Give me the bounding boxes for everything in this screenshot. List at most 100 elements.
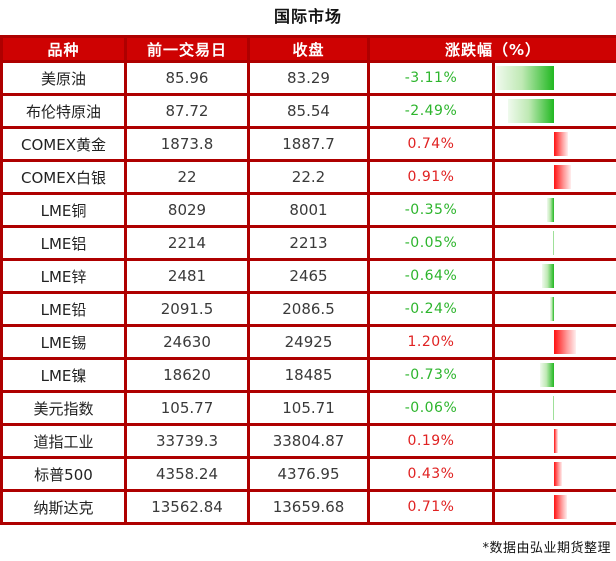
close-cell: 33804.87 [247, 423, 370, 459]
change-pct-cell: -0.35% [367, 192, 495, 228]
table-row: LME铝 2214 2213 -0.05% [0, 225, 616, 261]
product-name-cell: 纳斯达克 [0, 489, 127, 525]
table-row: COMEX黄金 1873.8 1887.7 0.74% [0, 126, 616, 162]
change-pct-cell: -0.24% [367, 291, 495, 327]
change-bar [554, 132, 568, 156]
prev-day-cell: 8029 [124, 192, 250, 228]
product-name-cell: 美元指数 [0, 390, 127, 426]
change-pct-cell: 1.20% [367, 324, 495, 360]
table-row: 标普500 4358.24 4376.95 0.43% [0, 456, 616, 492]
table-body: 美原油 85.96 83.29 -3.11% 布伦特原油 87.72 85.54 -2.49%… [0, 60, 616, 525]
change-bar-cell [492, 159, 616, 195]
prev-day-cell: 33739.3 [124, 423, 250, 459]
prev-day-cell: 1873.8 [124, 126, 250, 162]
close-cell: 13659.68 [247, 489, 370, 525]
prev-day-cell: 87.72 [124, 93, 250, 129]
change-pct-cell: 0.43% [367, 456, 495, 492]
change-bar [554, 495, 567, 519]
change-bar [496, 66, 554, 90]
prev-day-cell: 22 [124, 159, 250, 195]
change-bar [540, 363, 554, 387]
header-product: 品种 [0, 35, 127, 63]
change-bar-cell [492, 390, 616, 426]
product-name-cell: LME铜 [0, 192, 127, 228]
close-cell: 2086.5 [247, 291, 370, 327]
close-cell: 1887.7 [247, 126, 370, 162]
prev-day-cell: 13562.84 [124, 489, 250, 525]
change-pct-cell: -2.49% [367, 93, 495, 129]
table-row: LME镍 18620 18485 -0.73% [0, 357, 616, 393]
header-row: 品种 前一交易日 收盘 涨跌幅（%） [0, 35, 616, 63]
product-name-cell: 布伦特原油 [0, 93, 127, 129]
prev-day-cell: 2481 [124, 258, 250, 294]
change-bar-cell [492, 93, 616, 129]
close-cell: 18485 [247, 357, 370, 393]
close-cell: 85.54 [247, 93, 370, 129]
close-cell: 8001 [247, 192, 370, 228]
change-bar-cell [492, 423, 616, 459]
product-name-cell: 美原油 [0, 60, 127, 96]
change-bar [554, 165, 571, 189]
change-pct-cell: -0.05% [367, 225, 495, 261]
close-cell: 24925 [247, 324, 370, 360]
market-table: 品种 前一交易日 收盘 涨跌幅（%） 美原油 85.96 83.29 -3.11% 布伦… [0, 35, 616, 525]
product-name-cell: 标普500 [0, 456, 127, 492]
change-bar [553, 396, 554, 420]
change-bar [550, 297, 554, 321]
page-title: 国际市场 [273, 7, 342, 26]
product-name-cell: COMEX白银 [0, 159, 127, 195]
change-pct-cell: -0.06% [367, 390, 495, 426]
prev-day-cell: 18620 [124, 357, 250, 393]
table-row: LME铜 8029 8001 -0.35% [0, 192, 616, 228]
change-bar-cell [492, 291, 616, 327]
prev-day-cell: 105.77 [124, 390, 250, 426]
close-cell: 105.71 [247, 390, 370, 426]
change-bar-cell [492, 192, 616, 228]
change-pct-cell: 0.74% [367, 126, 495, 162]
close-cell: 22.2 [247, 159, 370, 195]
change-pct-cell: 0.19% [367, 423, 495, 459]
change-bar [553, 231, 554, 255]
table-row: LME铅 2091.5 2086.5 -0.24% [0, 291, 616, 327]
product-name-cell: LME镍 [0, 357, 127, 393]
prev-day-cell: 2091.5 [124, 291, 250, 327]
change-bar-cell [492, 225, 616, 261]
product-name-cell: LME锡 [0, 324, 127, 360]
change-pct-cell: 0.71% [367, 489, 495, 525]
change-bar [547, 198, 554, 222]
product-name-cell: COMEX黄金 [0, 126, 127, 162]
header-prev-day: 前一交易日 [124, 35, 250, 63]
prev-day-cell: 2214 [124, 225, 250, 261]
prev-day-cell: 24630 [124, 324, 250, 360]
table-row: COMEX白银 22 22.2 0.91% [0, 159, 616, 195]
change-bar [554, 462, 562, 486]
change-pct-cell: 0.91% [367, 159, 495, 195]
change-bar-cell [492, 324, 616, 360]
prev-day-cell: 85.96 [124, 60, 250, 96]
table-row: 纳斯达克 13562.84 13659.68 0.71% [0, 489, 616, 525]
change-bar [554, 429, 558, 453]
close-cell: 83.29 [247, 60, 370, 96]
product-name-cell: LME锌 [0, 258, 127, 294]
product-name-cell: 道指工业 [0, 423, 127, 459]
table-row: LME锌 2481 2465 -0.64% [0, 258, 616, 294]
table-row: 道指工业 33739.3 33804.87 0.19% [0, 423, 616, 459]
close-cell: 4376.95 [247, 456, 370, 492]
change-pct-cell: -0.64% [367, 258, 495, 294]
table-row: 美元指数 105.77 105.71 -0.06% [0, 390, 616, 426]
change-pct-cell: -3.11% [367, 60, 495, 96]
change-bar-cell [492, 489, 616, 525]
change-bar-cell [492, 258, 616, 294]
change-bar [554, 330, 576, 354]
change-bar-cell [492, 456, 616, 492]
header-change-pct: 涨跌幅（%） [367, 35, 616, 63]
change-bar-cell [492, 60, 616, 96]
table-row: 美原油 85.96 83.29 -3.11% [0, 60, 616, 96]
change-pct-cell: -0.73% [367, 357, 495, 393]
change-bar [508, 99, 554, 123]
table-row: LME锡 24630 24925 1.20% [0, 324, 616, 360]
prev-day-cell: 4358.24 [124, 456, 250, 492]
header-close: 收盘 [247, 35, 370, 63]
table-header: 品种 前一交易日 收盘 涨跌幅（%） [0, 35, 616, 63]
